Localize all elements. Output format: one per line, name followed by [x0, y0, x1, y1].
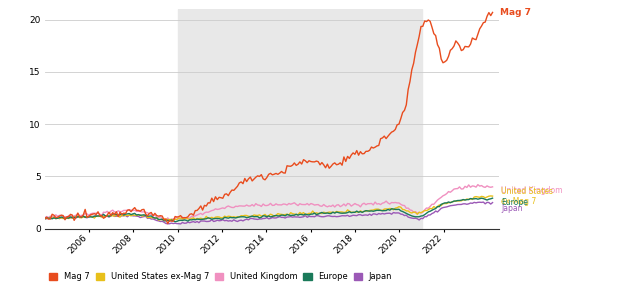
Text: Mag 7: Mag 7 [500, 8, 531, 17]
Text: United States
ex-Mag 7: United States ex-Mag 7 [501, 187, 554, 206]
Text: United Kingdom: United Kingdom [501, 185, 563, 195]
Text: Europe: Europe [501, 198, 528, 207]
Text: Japan: Japan [501, 204, 523, 214]
Legend: Mag 7, United States ex-Mag 7, United Kingdom, Europe, Japan: Mag 7, United States ex-Mag 7, United Ki… [49, 272, 392, 282]
Bar [178, 9, 422, 229]
